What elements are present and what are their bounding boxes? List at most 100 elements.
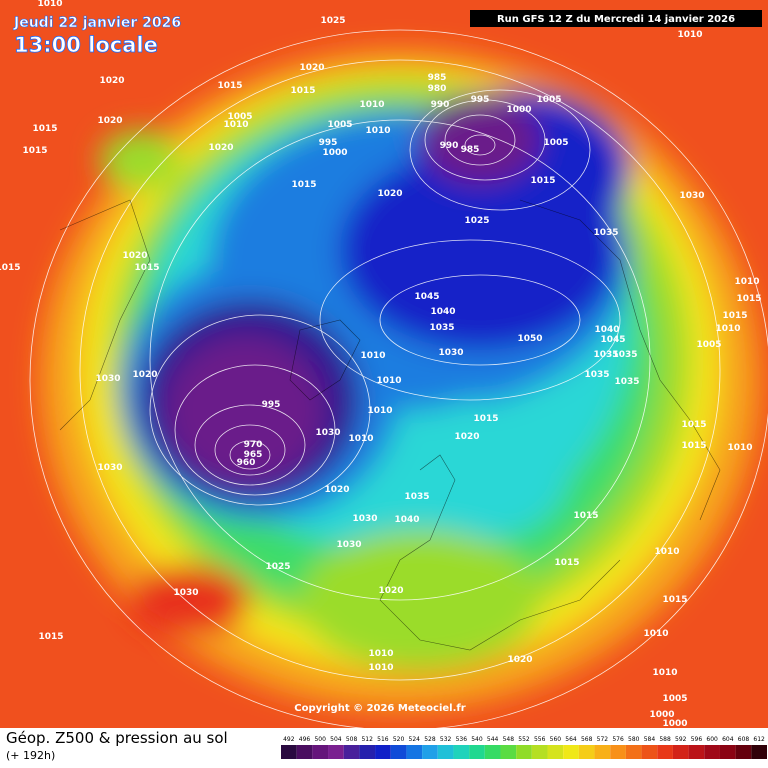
isobar-label: 985: [428, 73, 447, 83]
legend-label: 580: [628, 736, 640, 743]
isobar-label: 1015: [573, 511, 598, 521]
isobar-label: 1010: [677, 30, 702, 40]
isobar-label: 1015: [38, 632, 63, 642]
isobar-label: 1005: [662, 694, 687, 704]
coastlines: [59, 199, 721, 651]
isobar-label: 1000: [322, 148, 347, 158]
isobar-label: 1010: [376, 376, 401, 386]
legend-swatch: [343, 745, 360, 759]
isobar-label: 1005: [227, 112, 252, 122]
legend-label: 608: [738, 736, 750, 743]
isobar-label: 1050: [517, 334, 542, 344]
isobar-label: 1045: [414, 292, 439, 302]
legend-swatch: [437, 745, 454, 759]
isobar-label: 990: [440, 141, 459, 151]
legend-swatch: [578, 745, 595, 759]
isobar-label: 1030: [95, 374, 120, 384]
isobar-label: 1015: [662, 595, 687, 605]
isobar-label: 1010: [654, 547, 679, 557]
isobar-label: 1045: [600, 335, 625, 345]
legend-label: 572: [597, 736, 609, 743]
legend-label: 520: [393, 736, 405, 743]
copyright: Copyright © 2026 Meteociel.fr: [294, 703, 465, 714]
legend-label: 600: [706, 736, 718, 743]
isobar-label: 1025: [320, 16, 345, 26]
isobar-label: 1015: [22, 146, 47, 156]
legend-label: 540: [471, 736, 483, 743]
legend-swatch: [296, 745, 313, 759]
run-box: [470, 10, 762, 27]
isobar-label: 1000: [506, 105, 531, 115]
isobar-label: 1010: [359, 100, 384, 110]
isobar-label: 1030: [679, 191, 704, 201]
legend-label: 504: [330, 736, 342, 743]
isobar-label: 1020: [507, 655, 532, 665]
legend-label: 500: [314, 736, 326, 743]
isobar-label: 1010: [652, 668, 677, 678]
isobar-label: 1015: [530, 176, 555, 186]
isobar-label: 1015: [736, 294, 761, 304]
legend-label: 552: [518, 736, 530, 743]
isobar-label: 1040: [430, 307, 455, 317]
isobar-label: 1010: [727, 443, 752, 453]
legend-swatch: [390, 745, 407, 759]
isobar-label: 1035: [612, 350, 637, 360]
legend-swatch: [531, 745, 548, 759]
isobar-label: 1015: [722, 311, 747, 321]
isobar-label: 1020: [377, 189, 402, 199]
legend-swatch: [281, 745, 297, 759]
isobar-label: 985: [461, 145, 480, 155]
isobar-label: 1035: [614, 377, 639, 387]
isobar-label: 1010: [367, 406, 392, 416]
isobar-label: 1005: [696, 340, 721, 350]
isobar-label: 1020: [324, 485, 349, 495]
isobar-label: 1010: [360, 351, 385, 361]
legend-swatch: [688, 745, 705, 759]
isobar-label: 1015: [32, 124, 57, 134]
legend-swatch: [563, 745, 579, 759]
legend-label: 528: [424, 736, 436, 743]
legend-swatch: [735, 745, 752, 759]
isobar-label: 1000: [649, 710, 674, 720]
legend-swatch: [359, 745, 376, 759]
legend-label: 564: [565, 736, 577, 743]
legend-label: 560: [550, 736, 562, 743]
isobar-label: 995: [262, 400, 281, 410]
legend-label: 596: [691, 736, 703, 743]
legend-swatch: [657, 745, 673, 759]
isobar-label: 1010: [715, 324, 740, 334]
legend-swatch: [547, 745, 564, 759]
isobar-labels: 1010 1025 1010 1020 1015 1015 1020 1015 1020 1015…: [0, 0, 762, 728]
isobar-label: 990: [431, 100, 450, 110]
isobar-label: 1035: [404, 492, 429, 502]
legend-swatch: [500, 745, 517, 759]
isobar-label: 1030: [97, 463, 122, 473]
isobar-label: 1025: [265, 562, 290, 572]
isobar-label: 965: [244, 450, 263, 460]
isobar-label: 1000: [662, 719, 687, 728]
legend-label: 524: [409, 736, 421, 743]
isobar-label: 1005: [536, 95, 561, 105]
legend-swatch: [328, 745, 344, 759]
legend-swatch: [751, 745, 767, 759]
isobar-label: 1015: [134, 263, 159, 273]
legend-label: 532: [440, 736, 452, 743]
isobars: [29, 29, 768, 728]
footer-subtitle: (+ 192h): [6, 749, 56, 762]
isobar-label: 1010: [37, 0, 62, 9]
color-legend: 492 496 500 504 508 512 516 520 524 528 532 536 540 5…: [281, 736, 767, 759]
weather-map: 1010 1025 1010 1020 1015 1015 1020 1015 1020 1015…: [0, 0, 768, 728]
isobar-label: 1030: [173, 588, 198, 598]
legend-swatch: [672, 745, 689, 759]
isobar-label: 1020: [378, 586, 403, 596]
legend-label: 536: [456, 736, 468, 743]
isobar-label: 1025: [464, 216, 489, 226]
isobar-label: 1010: [368, 649, 393, 659]
legend-swatch: [453, 745, 470, 759]
legend-swatch: [704, 745, 720, 759]
isobar-label: 1005: [543, 138, 568, 148]
legend-swatch: [484, 745, 501, 759]
run-info: Run GFS 12 Z du Mercredi 14 janvier 2026: [497, 14, 735, 25]
date: Jeudi 22 janvier 2026: [13, 15, 181, 31]
